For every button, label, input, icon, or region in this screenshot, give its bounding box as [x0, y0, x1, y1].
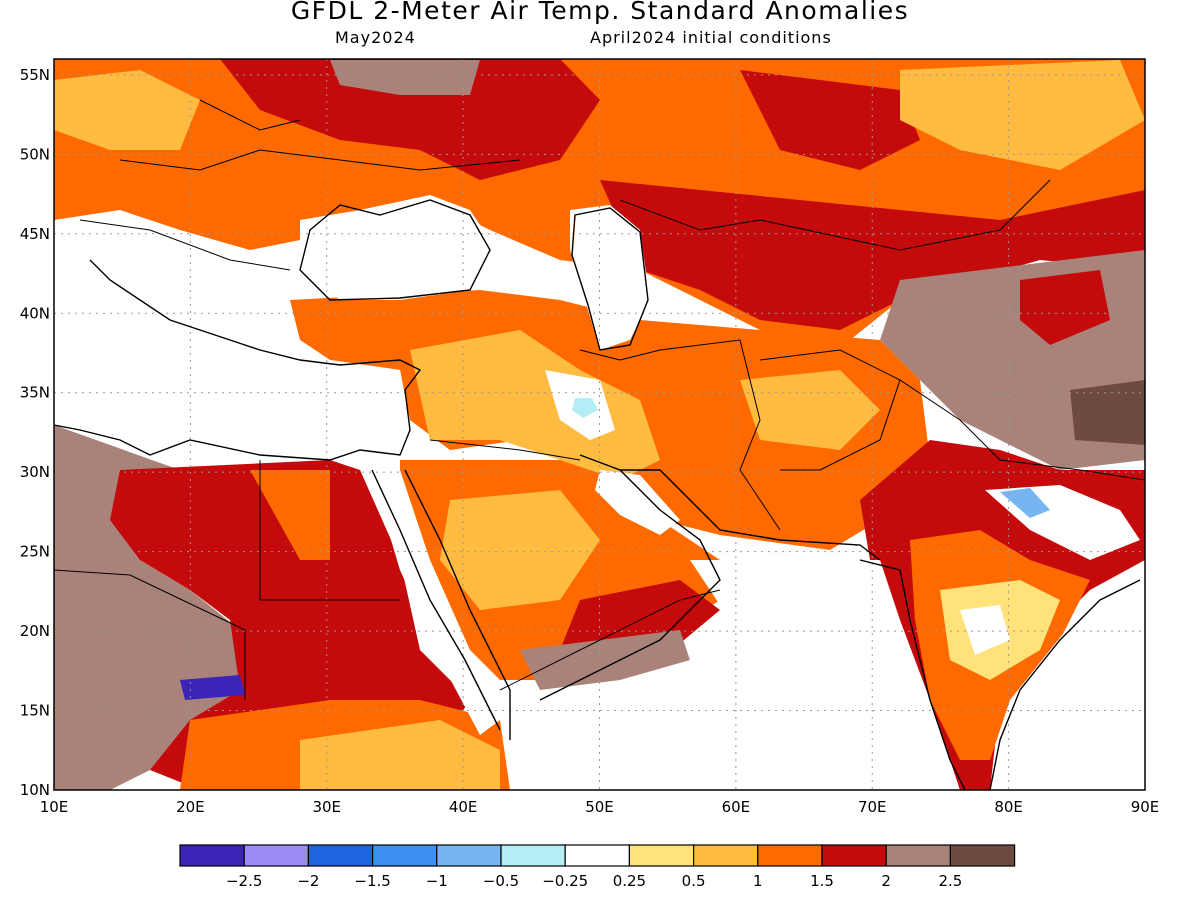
legend-label: 0.25	[613, 872, 646, 890]
legend-swatch	[500, 844, 566, 867]
anomaly-zone-north-yellow-2	[900, 60, 1145, 170]
legend-label: 2.5	[938, 872, 962, 890]
color-legend	[179, 844, 1016, 867]
anomaly-zone-gangetic-blue	[1000, 488, 1050, 518]
legend-swatch	[628, 844, 695, 867]
lon-tick-label: 30E	[312, 798, 341, 816]
coastlines	[54, 199, 1141, 790]
lat-tick-label: 45N	[20, 225, 50, 243]
lon-tick-label: 60E	[722, 798, 751, 816]
anomaly-zone-india-white	[960, 605, 1010, 655]
black-sea	[300, 195, 490, 300]
lon-tick-label: 80E	[994, 798, 1023, 816]
lat-tick-label: 35N	[20, 384, 50, 402]
mediterranean-sea	[54, 300, 410, 460]
legend-label: −0.25	[542, 872, 588, 890]
lat-tick-label: 25N	[20, 543, 50, 561]
initial-conditions: April2024 initial conditions	[590, 28, 832, 47]
anomaly-zone-sudan-yellow	[300, 720, 500, 790]
legend-swatch	[436, 844, 502, 867]
grid-lines	[54, 59, 1145, 790]
legend-label: 1.5	[810, 872, 834, 890]
lon-tick-label: 40E	[449, 798, 478, 816]
india-border	[899, 379, 1145, 481]
lat-tick-label: 50N	[20, 145, 50, 163]
lon-tick-label: 90E	[1131, 798, 1160, 816]
legend-swatch	[692, 844, 759, 867]
persian-gulf-coast	[539, 454, 721, 701]
legend-swatch	[564, 844, 631, 867]
afghan-border	[759, 349, 901, 471]
lon-tick-label: 20E	[176, 798, 205, 816]
anomaly-zone-north-red-1	[220, 59, 600, 180]
color-legend-labels: −2.5 −2 −1.5 −1 −0.5 −0.25 0.25 0.5 1 1.5 2 2.5	[226, 872, 962, 890]
legend-swatch	[821, 844, 887, 867]
legend-swatch	[179, 844, 245, 867]
lat-tick-label: 55N	[20, 66, 50, 84]
lat-tick-label: 40N	[20, 304, 50, 322]
anomaly-zone-north-brown	[330, 60, 480, 95]
anomaly-zone-north-red-3	[740, 70, 920, 170]
kazakh-border	[619, 179, 1051, 251]
lat-tick-label: 20N	[20, 622, 50, 640]
lon-tick-label: 50E	[585, 798, 614, 816]
caspian-coast	[571, 207, 649, 351]
anomaly-zone-mideast-yellow	[410, 330, 660, 480]
arabian-sea	[510, 560, 960, 790]
india-coast	[859, 559, 1141, 790]
legend-swatch	[307, 844, 374, 867]
map-title: GFDL 2-Meter Air Temp. Standard Anomalie…	[290, 0, 910, 25]
iran-coast	[620, 469, 881, 561]
anomaly-zone-africa-blue-small	[180, 675, 245, 700]
iran-border	[579, 339, 781, 531]
map-frame	[53, 58, 1146, 791]
legend-swatch	[757, 844, 823, 867]
lat-tick-label: 10N	[20, 781, 50, 799]
legend-label: −0.5	[483, 872, 519, 890]
anomaly-zone-iraq-blue	[572, 398, 598, 418]
legend-swatch	[949, 844, 1016, 867]
legend-swatch	[885, 844, 952, 867]
persian-gulf	[595, 470, 680, 535]
legend-label: −1	[426, 872, 448, 890]
anomaly-zone-arabia-yellow	[440, 490, 600, 610]
lon-tick-label: 70E	[858, 798, 887, 816]
legend-label: 2	[881, 872, 891, 890]
anomaly-zone-tibet-darkbrown	[1070, 380, 1145, 445]
longitude-labels: 10E 20E 30E 40E 50E 60E 70E 80E 90E	[40, 798, 1160, 816]
anomaly-zone-tibet-red	[1020, 270, 1110, 345]
legend-label: −1.5	[354, 872, 390, 890]
anomaly-zone-north-yellow-1	[54, 70, 200, 150]
country-borders	[54, 99, 1145, 700]
arabia-border	[429, 439, 721, 691]
legend-label: 0.5	[682, 872, 706, 890]
legend-swatch	[372, 844, 438, 867]
forecast-month: May2024	[335, 28, 416, 47]
europe-borders	[79, 99, 521, 271]
mediterranean-coast	[54, 259, 422, 461]
red-sea-coast	[371, 469, 511, 740]
anomaly-zone-afghan-yellow	[740, 370, 880, 450]
bay-of-bengal	[1000, 600, 1145, 790]
lat-tick-label: 15N	[20, 702, 50, 720]
black-sea-coast	[299, 199, 491, 301]
algeria-border	[54, 569, 246, 631]
legend-swatch	[243, 844, 309, 867]
latitude-labels: 55N 50N 45N 40N 35N 30N 25N 20N 15N 10N	[20, 66, 50, 799]
anomaly-zone-sahara-orange	[250, 470, 330, 560]
anomaly-zone-africa-brown	[54, 425, 250, 790]
legend-label: −2.5	[226, 872, 262, 890]
lon-tick-label: 10E	[40, 798, 69, 816]
anomaly-zone-yemen-brown	[520, 630, 690, 690]
legend-label: −2	[297, 872, 319, 890]
legend-label: 1	[753, 872, 763, 890]
lat-tick-label: 30N	[20, 463, 50, 481]
